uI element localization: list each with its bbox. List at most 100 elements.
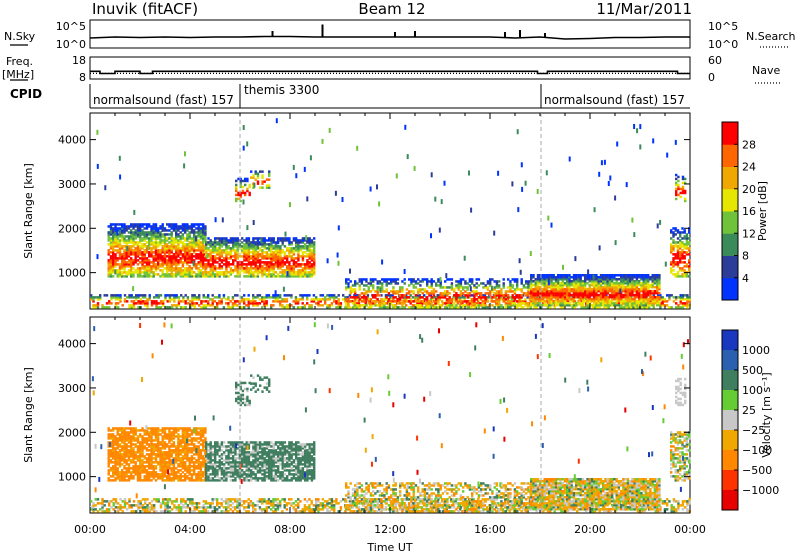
echo-cell — [597, 301, 600, 305]
echo-cell — [184, 261, 187, 264]
echo-cell — [153, 296, 156, 299]
echo-cell — [222, 294, 226, 297]
echo-cell — [563, 283, 567, 287]
echo-cell — [684, 197, 687, 201]
echo-cell — [306, 298, 309, 301]
echo-cell — [238, 300, 241, 303]
echo-cell — [166, 300, 169, 303]
echo-cell — [163, 261, 167, 264]
echo-cell — [482, 286, 485, 289]
echo-cell — [394, 282, 397, 285]
echo-cell — [268, 249, 271, 252]
echo-cell — [181, 271, 185, 274]
echo-cell — [209, 298, 212, 301]
echo-cell — [575, 287, 578, 291]
echo-cell — [132, 455, 135, 458]
echo-cell — [297, 253, 300, 256]
echo-cell — [139, 223, 142, 226]
echo-cell — [526, 296, 529, 299]
echo-cell — [441, 286, 445, 289]
echo-cell — [168, 251, 171, 254]
echo-cell — [134, 259, 137, 262]
echo-cell — [530, 278, 533, 281]
echo-cell — [229, 271, 233, 274]
echo-cell — [114, 306, 118, 309]
echo-cell — [143, 235, 146, 238]
echo-cell — [509, 306, 512, 309]
echo-cell — [236, 249, 239, 252]
echo-cell — [570, 280, 573, 283]
echo-cell — [157, 229, 160, 232]
echo-cell — [595, 278, 598, 281]
echo-cell — [409, 300, 412, 303]
echo-cell — [249, 302, 253, 305]
echo-cell — [202, 223, 205, 226]
echo-cell — [567, 300, 570, 303]
echo-cell — [475, 278, 478, 281]
echo-cell — [541, 276, 544, 279]
echo-cell — [548, 303, 551, 307]
echo-cell — [647, 282, 650, 285]
echo-cell — [225, 253, 228, 256]
echo-cell — [520, 306, 523, 309]
echo-cell — [401, 280, 404, 283]
colorbar-swatch — [722, 122, 738, 145]
echo-cell — [132, 302, 136, 305]
echo-cell — [110, 296, 113, 299]
echo-cell — [617, 289, 621, 293]
echo-cell — [161, 225, 164, 228]
echo-cell — [172, 257, 176, 260]
echo-cell — [130, 427, 133, 430]
echo-cell — [254, 251, 257, 254]
echo-cell — [548, 291, 551, 295]
echo-cell — [656, 282, 659, 285]
echo-cell — [268, 263, 271, 266]
echo-cell — [554, 276, 558, 279]
echo-cell — [274, 263, 278, 266]
echo-cell — [241, 185, 245, 189]
echo-cell — [259, 186, 262, 189]
echo-cell — [197, 253, 200, 256]
echo-cell — [209, 275, 212, 278]
echo-cell — [550, 295, 553, 299]
echo-cell — [396, 302, 400, 305]
echo-cell — [568, 156, 571, 162]
echo-cell — [272, 245, 275, 248]
echo-cell — [454, 306, 457, 309]
echo-cell — [277, 261, 280, 264]
echo-cell — [633, 283, 636, 287]
echo-cell — [543, 276, 546, 279]
echo-cell — [150, 227, 153, 230]
echo-cell — [313, 263, 316, 266]
echo-cell — [330, 302, 334, 305]
echo-cell — [525, 280, 528, 283]
echo-cell — [172, 261, 176, 264]
echo-cell — [534, 282, 537, 285]
echo-cell — [112, 437, 115, 440]
echo-cell — [261, 249, 264, 252]
echo-cell — [566, 282, 569, 285]
echo-cell — [299, 255, 302, 258]
echo-cell — [416, 294, 419, 297]
echo-cell — [559, 282, 562, 285]
echo-cell — [603, 159, 606, 165]
echo-cell — [527, 294, 530, 297]
echo-cell — [408, 284, 411, 287]
echo-cell — [202, 231, 205, 234]
echo-cell — [168, 275, 171, 278]
echo-cell — [254, 253, 257, 256]
echo-cell — [127, 437, 131, 440]
echo-cell — [561, 283, 564, 287]
echo-cell — [161, 275, 164, 278]
echo-cell — [180, 306, 183, 309]
echo-cell — [152, 225, 155, 228]
echo-cell — [235, 179, 238, 183]
echo-cell — [295, 263, 298, 266]
echo-cell — [681, 243, 684, 246]
echo-cell — [681, 296, 685, 299]
echo-cell — [127, 445, 131, 448]
echo-cell — [681, 249, 684, 252]
echo-cell — [152, 245, 155, 248]
echo-cell — [401, 286, 404, 289]
echo-cell — [281, 298, 284, 301]
